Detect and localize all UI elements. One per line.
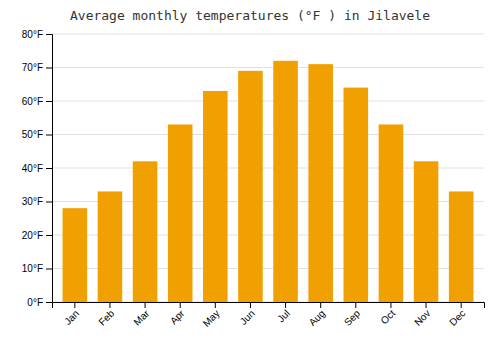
tick: Feb [96,302,116,328]
bar [98,191,123,302]
tick-label: Oct [379,308,398,327]
y-axis: 0°F 10°F 20°F 30°F 40°F 50°F 60°F 70°F 80°F [22,29,53,308]
plot: 0°F 10°F 20°F 30°F 40°F 50°F 60°F 70°F 80°F Jan Fe… [22,29,485,329]
tick: 30°F [22,196,52,207]
tick-mark [46,34,52,35]
tick: 60°F [22,96,52,107]
tick-label: May [201,308,222,329]
tick: Mar [131,302,151,328]
bar [238,71,263,302]
tick-mark [46,101,52,102]
tick: 50°F [22,129,52,140]
tick: Dec [447,302,467,328]
bar [449,191,474,302]
tick: May [201,302,222,329]
tick-label: Mar [131,307,151,327]
tick-label: 0°F [27,297,43,308]
tick-label: 20°F [22,230,43,241]
tick-mark [46,202,52,203]
tick: 80°F [22,29,52,40]
bar [273,61,298,302]
grid-line [52,101,484,102]
bar [63,208,88,302]
grid [52,34,484,302]
tick-label: 40°F [22,163,43,174]
tick-mark [320,302,321,308]
bar [133,161,158,302]
tick-mark [250,302,251,308]
tick-mark [46,168,52,169]
tick-mark [180,302,181,308]
tick-mark [390,302,391,308]
tick-label: 10°F [22,263,43,274]
bar [168,124,193,302]
tick: 40°F [22,163,52,174]
tick-mark [285,302,286,308]
bar [308,64,333,302]
tick: 10°F [22,263,52,274]
tick: Sep [342,302,363,328]
tick-mark [46,135,52,136]
axis-line [46,35,53,303]
bar [344,88,369,302]
tick-label: 50°F [22,129,43,140]
tick-label: Jan [62,308,81,327]
tick: Jul [275,302,292,324]
bars [63,61,474,302]
tick-label: Feb [96,307,116,327]
tick-mark [46,269,52,270]
tick-mark [46,235,52,236]
tick: Aug [307,302,327,328]
grid-line [52,67,484,68]
chart: 0°F 10°F 20°F 30°F 40°F 50°F 60°F 70°F 80°F Jan Fe… [0,0,500,350]
tick: 20°F [22,230,52,241]
tick: Jan [62,302,81,327]
tick: Jun [238,302,257,327]
tick-label: 30°F [22,196,43,207]
tick-mark [109,302,110,308]
bar [414,161,439,302]
tick: Nov [412,302,432,328]
tick: Apr [168,302,187,326]
tick-mark [145,302,146,308]
tick: 70°F [22,62,52,73]
tick-label: Jul [275,308,292,325]
tick: 0°F [27,297,52,308]
tick-mark [355,302,356,308]
tick-mark [46,302,52,303]
tick-label: Aug [307,308,327,328]
bar [203,91,228,302]
tick-label: Nov [412,308,432,328]
tick-mark [426,302,427,308]
tick-mark [461,302,462,308]
title: Average monthly temperatures (°F ) in Ji… [70,8,430,23]
axis-line [53,303,485,309]
tick-label: 70°F [22,62,43,73]
tick-mark [215,302,216,308]
grid-line [52,34,484,35]
tick-label: Sep [342,307,363,328]
tick-label: Jun [238,308,257,327]
tick-mark [46,68,52,69]
tick-mark [74,302,75,308]
x-axis: Jan Feb Mar Apr May Jun Jul Aug Sep Oct Nov Dec [53,302,485,329]
tick-label: 80°F [22,29,43,40]
bar [379,124,404,302]
tick-label: Dec [447,308,467,328]
tick-label: 60°F [22,96,43,107]
grid-line [52,134,484,135]
tick: Oct [379,302,398,326]
tick-label: Apr [168,307,187,326]
